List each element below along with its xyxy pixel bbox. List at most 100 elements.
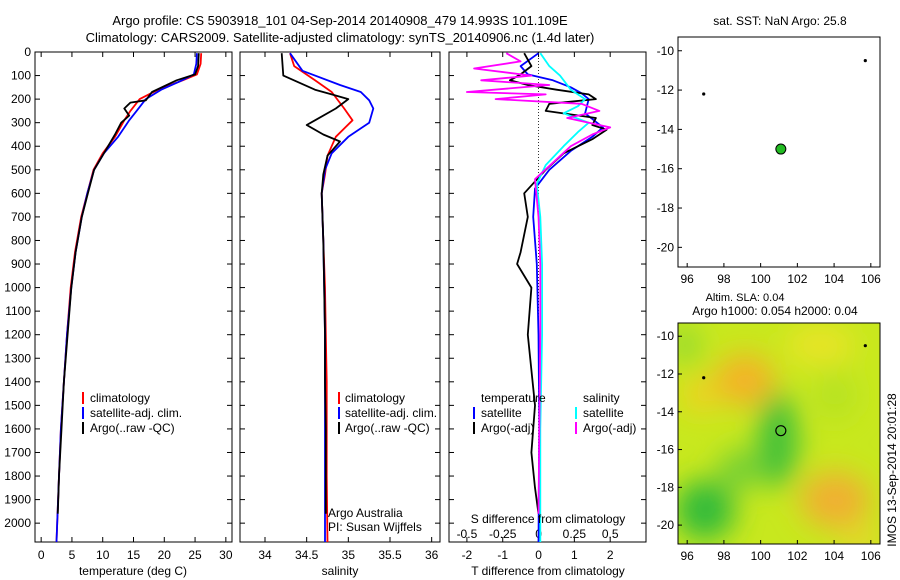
depth-tick-label: 1900 — [4, 493, 31, 507]
sst-y-tick-label: -16 — [657, 162, 675, 176]
sst-x-tick-label: 96 — [681, 272, 695, 286]
sla-y-tick-label: -10 — [657, 329, 675, 343]
depth-tick-label: 900 — [11, 257, 31, 271]
difference-x-ticks: -2 -1 0 1 2 — [449, 51, 646, 562]
header-line-2: Climatology: CARS2009. Satellite-adjuste… — [86, 30, 595, 45]
salinity-line-satellite-adj-clim — [289, 52, 375, 542]
salinity-line-climatology — [289, 52, 354, 543]
temperature-line-climatology — [55, 53, 203, 543]
sla-map-title-2: Argo h1000: 0.054 h2000: 0.04 — [692, 304, 858, 318]
legend-argo: Argo(..raw -QC) — [90, 421, 175, 435]
legend-sal-argo: Argo(-adj) — [583, 421, 636, 435]
sst-profile-dot — [702, 92, 706, 96]
legend-climatology: climatology — [345, 391, 405, 405]
sla-map-title-1: Altim. SLA: 0.04 — [706, 292, 785, 304]
legend-temp-satellite: satellite — [481, 406, 522, 420]
temperature-axes-frame — [34, 51, 233, 543]
s-difference-tick-label: 0.25 — [563, 527, 587, 541]
difference-x-tick-label: 2 — [607, 548, 614, 562]
difference-x-tick-label: -2 — [462, 548, 473, 562]
sst-y-tick-label: -14 — [657, 122, 675, 136]
depth-tick-label: 1200 — [4, 328, 31, 342]
temperature-series — [55, 53, 203, 543]
sla-y-tick-label: -12 — [657, 367, 675, 381]
sst-y-tick-label: -18 — [657, 201, 675, 215]
legend-temp-argo: Argo(-adj) — [481, 421, 534, 435]
temperature-line-argo-raw-qc — [56, 53, 200, 514]
depth-tick-label: 1600 — [4, 422, 31, 436]
salinity-x-tick-label: 35.5 — [378, 548, 402, 562]
salinity-x-label: salinity — [322, 564, 359, 578]
sla-heatmap — [678, 323, 880, 544]
depth-tick-label: 1700 — [4, 445, 31, 459]
difference-line-salinity-satellite — [535, 52, 590, 542]
temperature-legend: climatology satellite-adj. clim. Argo(..… — [82, 391, 182, 435]
difference-line-salinity-argo-adj — [466, 52, 612, 514]
difference-series — [466, 52, 612, 543]
credit-line-1: Argo Australia — [328, 506, 403, 520]
temperature-x-label: temperature (deg C) — [79, 564, 187, 578]
legend-salinity-title: salinity — [583, 391, 620, 405]
sst-x-tick-label: 106 — [861, 272, 881, 286]
depth-tick-label: 1000 — [4, 281, 31, 295]
difference-panel: -2 -1 0 1 2 -0.5 -0.25 0 0.25 0.5 S difference f… — [448, 51, 647, 578]
s-difference-tick-label: 0.5 — [602, 527, 619, 541]
difference-x-tick-label: 1 — [571, 548, 578, 562]
legend-climatology: climatology — [90, 391, 150, 405]
sst-x-tick-label: 104 — [824, 272, 844, 286]
difference-x-tick-label: -1 — [497, 548, 508, 562]
t-difference-label: T difference from climatology — [471, 564, 625, 578]
depth-tick-label: 300 — [11, 116, 31, 130]
sla-profile-dot — [702, 376, 706, 380]
credit-line-2: PI: Susan Wijffels — [328, 520, 422, 534]
sla-profile-dot — [863, 344, 867, 348]
sst-x-tick-label: 100 — [751, 272, 771, 286]
legend-temperature-title: temperature — [481, 391, 546, 405]
sla-map-ticks: 96 98 100 102 104 106 -10 -12 -14 -16 -18 -20 — [657, 329, 881, 563]
s-difference-tick-label: -0.5 — [457, 527, 478, 541]
depth-tick-label: 2000 — [4, 516, 31, 530]
temperature-x-ticks: 0 5 10 15 20 25 30 — [38, 52, 233, 562]
sla-argo-location-marker — [775, 425, 787, 437]
depth-tick-label: 800 — [11, 233, 31, 247]
sla-map-panel: Altim. SLA: 0.04 Argo h1000: 0.054 h2000… — [657, 292, 899, 563]
temperature-line-satellite-adj-clim — [55, 53, 198, 543]
salinity-axes-frame — [239, 51, 441, 543]
sst-argo-location-marker — [775, 143, 787, 155]
depth-tick-label: 400 — [11, 139, 31, 153]
depth-tick-label: 1100 — [5, 304, 31, 318]
temperature-x-tick-label: 0 — [38, 548, 45, 562]
sla-y-tick-label: -14 — [657, 405, 675, 419]
legend-satellite: satellite-adj. clim. — [90, 406, 182, 420]
depth-tick-label: 1500 — [4, 398, 31, 412]
legend-argo: Argo(..raw -QC) — [345, 421, 430, 435]
s-difference-label: S difference from climatology — [471, 512, 626, 526]
sla-y-tick-label: -16 — [657, 443, 675, 457]
legend-sal-satellite: satellite — [583, 406, 624, 420]
sla-x-tick-label: 102 — [787, 549, 807, 563]
temperature-x-tick-label: 20 — [158, 548, 172, 562]
sst-x-tick-label: 102 — [787, 272, 807, 286]
sst-x-tick-label: 98 — [717, 272, 731, 286]
depth-tick-label: 1800 — [4, 469, 31, 483]
sla-x-tick-label: 104 — [824, 549, 844, 563]
sla-x-tick-label: 100 — [751, 549, 771, 563]
depth-tick-label: 500 — [11, 163, 31, 177]
sla-map-markers — [702, 344, 867, 437]
sst-map-markers — [702, 58, 867, 155]
depth-tick-label: 200 — [11, 92, 31, 106]
temperature-x-tick-label: 25 — [188, 548, 202, 562]
temperature-x-tick-label: 30 — [219, 548, 233, 562]
sla-map-frame — [677, 322, 881, 545]
sst-map-panel: sat. SST: NaN Argo: 25.8 96 98 100 102 104 10… — [657, 14, 881, 286]
salinity-difference-tick-labels: -0.5 -0.25 0 0.25 0.5 — [457, 527, 619, 541]
sla-y-tick-label: -18 — [657, 480, 675, 494]
difference-x-tick-label: 0 — [535, 548, 542, 562]
difference-legend: temperature satellite Argo(-adj) salinit… — [473, 391, 636, 435]
depth-tick-label: 1300 — [4, 351, 31, 365]
salinity-x-tick-label: 35 — [342, 548, 356, 562]
sla-x-tick-label: 96 — [681, 549, 695, 563]
sla-x-tick-label: 106 — [861, 549, 881, 563]
temperature-x-tick-label: 5 — [69, 548, 76, 562]
